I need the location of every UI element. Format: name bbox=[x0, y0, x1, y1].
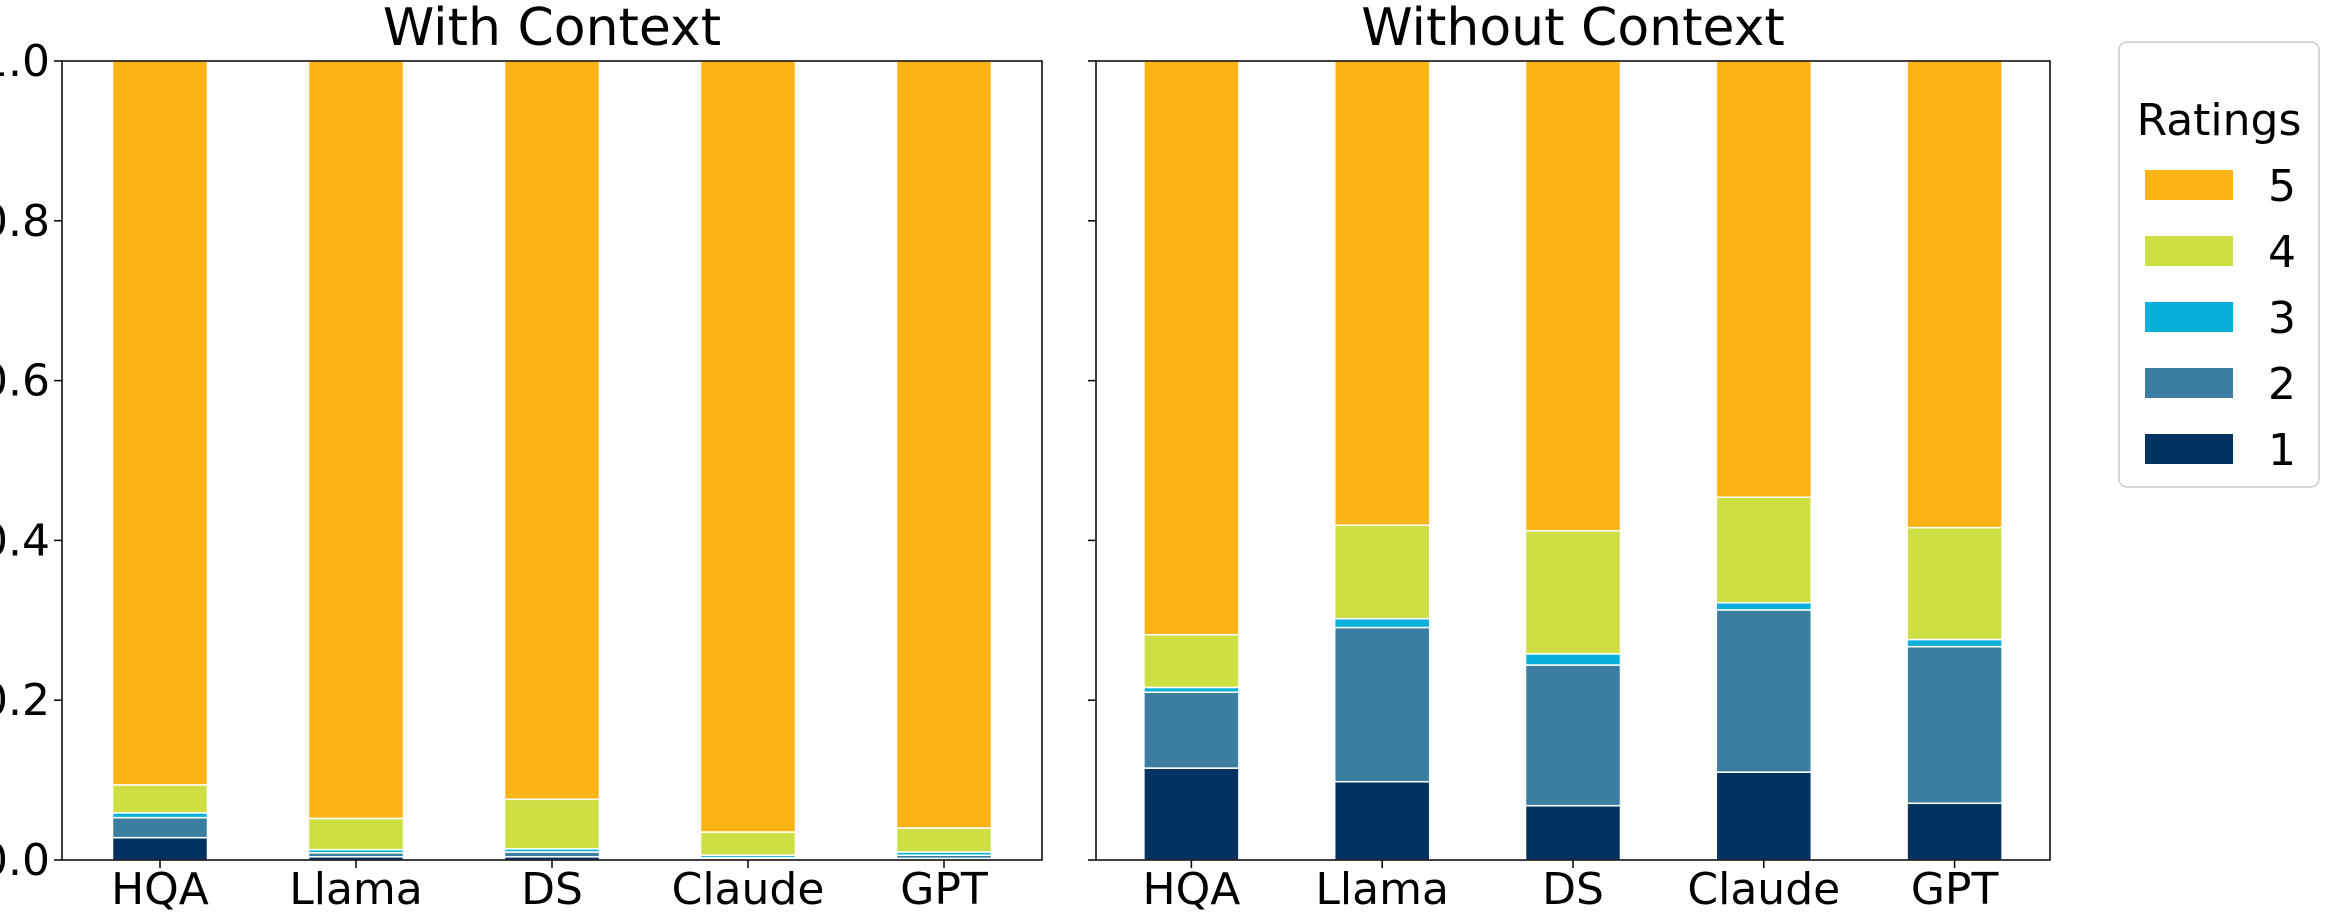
legend-label-2: 2 bbox=[2268, 359, 2296, 410]
bar-segment-rating-3-llama bbox=[1333, 617, 1431, 629]
legend-label-5: 5 bbox=[2268, 161, 2296, 212]
bar-segment-rating-4-claude bbox=[699, 831, 797, 856]
bar-segment-rating-1-hqa bbox=[111, 836, 209, 861]
bar-segment-rating-1-hqa bbox=[1143, 767, 1240, 861]
legend-title: Ratings bbox=[2137, 95, 2302, 146]
legend-swatch-1 bbox=[2145, 434, 2233, 464]
legend-swatch-5 bbox=[2145, 170, 2233, 200]
legend-swatch-3 bbox=[2145, 302, 2233, 332]
bar-segment-rating-2-llama bbox=[1333, 626, 1431, 783]
bar-segment-rating-5-llama bbox=[1333, 60, 1431, 526]
y-tick-label: 0.0 bbox=[0, 835, 50, 886]
bar-segment-rating-2-ds bbox=[1524, 664, 1622, 807]
y-tick-label: 0.6 bbox=[0, 356, 50, 407]
y-tick-label: 1.0 bbox=[0, 36, 50, 87]
x-tick-label-claude: Claude bbox=[672, 864, 825, 915]
x-tick-label-hqa: HQA bbox=[1142, 864, 1240, 915]
axes-frame bbox=[61, 60, 1043, 861]
bar-segment-rating-1-ds bbox=[1524, 804, 1622, 861]
x-tick-label-gpt: GPT bbox=[900, 864, 988, 915]
legend-label-4: 4 bbox=[2268, 227, 2296, 278]
bar-segment-rating-5-hqa bbox=[111, 60, 209, 786]
bar-segment-rating-2-claude bbox=[1715, 609, 1813, 773]
bar-segment-rating-4-gpt bbox=[895, 827, 993, 853]
x-tick-label-ds: DS bbox=[1542, 864, 1604, 915]
x-tick-label-ds: DS bbox=[521, 864, 583, 915]
y-tick-label: 0.8 bbox=[0, 196, 50, 247]
x-tick-label-llama: Llama bbox=[289, 864, 423, 915]
bar-segment-rating-3-gpt bbox=[1906, 638, 2003, 648]
chart-title: With Context bbox=[383, 0, 721, 58]
bar-segment-rating-5-gpt bbox=[1906, 60, 2003, 529]
bar-segment-rating-2-hqa bbox=[1143, 691, 1240, 769]
legend-label-1: 1 bbox=[2268, 425, 2296, 476]
x-tick-label-llama: Llama bbox=[1315, 864, 1449, 915]
bar-segment-rating-5-claude bbox=[699, 60, 797, 833]
x-tick-label-gpt: GPT bbox=[1911, 864, 1999, 915]
bar-segment-rating-2-hqa bbox=[111, 816, 209, 839]
bar-segment-rating-4-claude bbox=[1715, 496, 1813, 604]
legend-label-3: 3 bbox=[2268, 293, 2296, 344]
bar-segment-rating-5-hqa bbox=[1143, 60, 1240, 636]
chart-title: Without Context bbox=[1361, 0, 1784, 58]
x-tick-label-hqa: HQA bbox=[111, 864, 209, 915]
y-tick-label: 0.4 bbox=[0, 515, 50, 566]
bar-segment-rating-5-ds bbox=[1524, 60, 1622, 532]
bar-segment-rating-3-claude bbox=[1715, 601, 1813, 611]
bar-segment-rating-5-gpt bbox=[895, 60, 993, 829]
bar-segment-rating-4-gpt bbox=[1906, 526, 2003, 641]
panel-without-context: Without Context HQA Llama DS Claude GPT bbox=[1088, 0, 2051, 915]
axes-frame bbox=[1095, 60, 2051, 861]
bar-segment-rating-3-ds bbox=[1524, 653, 1622, 666]
bar-segment-rating-2-gpt bbox=[1906, 645, 2003, 805]
bar-segment-rating-5-ds bbox=[503, 60, 601, 801]
bar-segment-rating-4-hqa bbox=[111, 784, 209, 814]
bar-segment-rating-1-llama bbox=[1333, 780, 1431, 861]
bar-segment-rating-1-claude bbox=[1715, 771, 1813, 861]
bar-segment-rating-5-claude bbox=[1715, 60, 1813, 499]
bar-segment-rating-4-ds bbox=[503, 798, 601, 850]
legend-swatch-2 bbox=[2145, 368, 2233, 398]
panel-with-context: With Context HQA Llama DS Claude GPT 0.0 0.2 0.4… bbox=[0, 0, 1043, 915]
bar-segment-rating-5-llama bbox=[307, 60, 405, 820]
legend: Ratings 5 4 3 2 1 bbox=[2118, 41, 2320, 488]
bar-segment-rating-4-llama bbox=[307, 817, 405, 851]
bar-segment-rating-4-llama bbox=[1333, 524, 1431, 620]
bar-segment-rating-4-hqa bbox=[1143, 633, 1240, 689]
bar-segment-rating-1-gpt bbox=[1906, 802, 2003, 861]
legend-swatch-4 bbox=[2145, 236, 2233, 266]
bar-segment-rating-4-ds bbox=[1524, 530, 1622, 655]
y-tick-label: 0.2 bbox=[0, 675, 50, 726]
x-tick-label-claude: Claude bbox=[1687, 864, 1840, 915]
